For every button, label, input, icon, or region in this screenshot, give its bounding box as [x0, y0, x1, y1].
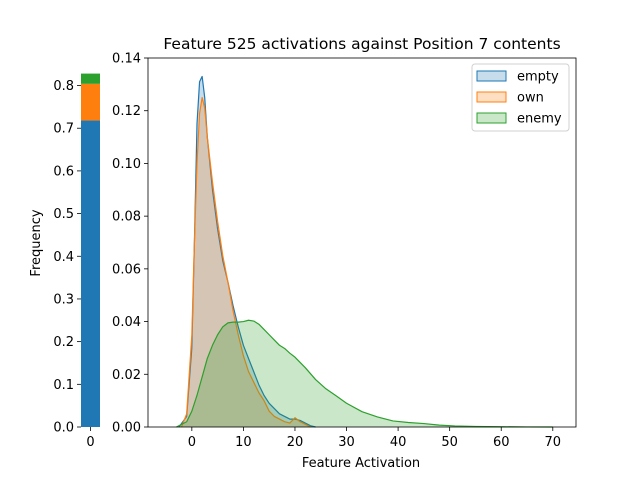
x-tick-label: 30	[338, 435, 355, 450]
frequency-y-axis: 0.0 0.1 0.2 0.3 0.4 0.5 0.6 0.7 0.8	[53, 79, 81, 436]
kde-y-axis: 0.00 0.02 0.04 0.06 0.08 0.10 0.12 0.14	[112, 52, 148, 436]
x-tick-label: 40	[390, 435, 407, 450]
x-axis-label: Feature Activation	[302, 456, 420, 471]
frequency-bar-panel: 0.0 0.1 0.2 0.3 0.4 0.5 0.6 0.7 0.8 0 Frequency	[29, 73, 100, 450]
y-tick-label: 0.02	[112, 368, 141, 383]
kde-area-empty	[178, 76, 316, 427]
x-tick-label: 50	[441, 435, 458, 450]
y-tick-label: 0.06	[112, 262, 141, 277]
y-tick-label: 0.14	[112, 52, 141, 67]
kde-line-enemy	[176, 319, 553, 428]
kde-series-areas	[176, 75, 553, 428]
y-tick-label: 0.1	[53, 378, 74, 393]
y-tick-label: 0.3	[53, 292, 74, 307]
legend-label-empty: empty	[517, 70, 559, 85]
y-tick-label: 0.8	[53, 79, 74, 94]
stacked-bar-segments	[81, 73, 100, 427]
x-tick-label: 60	[493, 435, 510, 450]
y-tick-label: 0.08	[112, 210, 141, 225]
legend-swatch-empty	[476, 70, 507, 82]
bar-segment-own	[81, 83, 100, 121]
chart-title: Feature 525 activations against Position…	[163, 35, 560, 53]
x-tick-label: 10	[235, 435, 252, 450]
legend: empty own enemy	[471, 63, 570, 132]
kde-plot-frame	[147, 57, 577, 428]
y-tick-label: 0.04	[112, 315, 141, 330]
y-tick-label: 0.6	[53, 164, 74, 179]
kde-line-empty	[178, 75, 316, 428]
frequency-x-axis: 0	[86, 427, 95, 450]
y-tick-label: 0.10	[112, 157, 141, 172]
y-tick-label: 0.4	[53, 250, 74, 265]
bar-segment-enemy	[81, 73, 100, 84]
kde-area-own	[181, 97, 311, 427]
frequency-axis-label: Frequency	[29, 209, 44, 276]
kde-line-own	[180, 96, 311, 428]
legend-label-enemy: enemy	[517, 112, 562, 127]
bar-segment-empty	[81, 120, 100, 427]
legend-swatch-enemy	[476, 112, 507, 124]
kde-x-axis: 0 10 20 30 40 50 60 70	[188, 427, 561, 450]
x-tick-label: 0	[188, 435, 196, 450]
legend-items: empty own enemy	[476, 70, 562, 127]
y-tick-label: 0.0	[53, 421, 74, 436]
legend-swatch-own	[476, 91, 507, 103]
x-tick-label: 0	[86, 435, 94, 450]
kde-plot-panel: 0.00 0.02 0.04 0.06 0.08 0.10 0.12 0.14 0 10 20 30…	[112, 35, 577, 471]
plot-border	[147, 57, 577, 428]
x-tick-label: 20	[287, 435, 304, 450]
y-tick-label: 0.12	[112, 104, 141, 119]
y-tick-label: 0.5	[53, 207, 74, 222]
x-tick-label: 70	[545, 435, 562, 450]
y-tick-label: 0.00	[112, 421, 141, 436]
y-tick-label: 0.2	[53, 335, 74, 350]
y-tick-label: 0.7	[53, 122, 74, 137]
kde-area-enemy	[176, 320, 553, 427]
legend-label-own: own	[517, 91, 544, 106]
